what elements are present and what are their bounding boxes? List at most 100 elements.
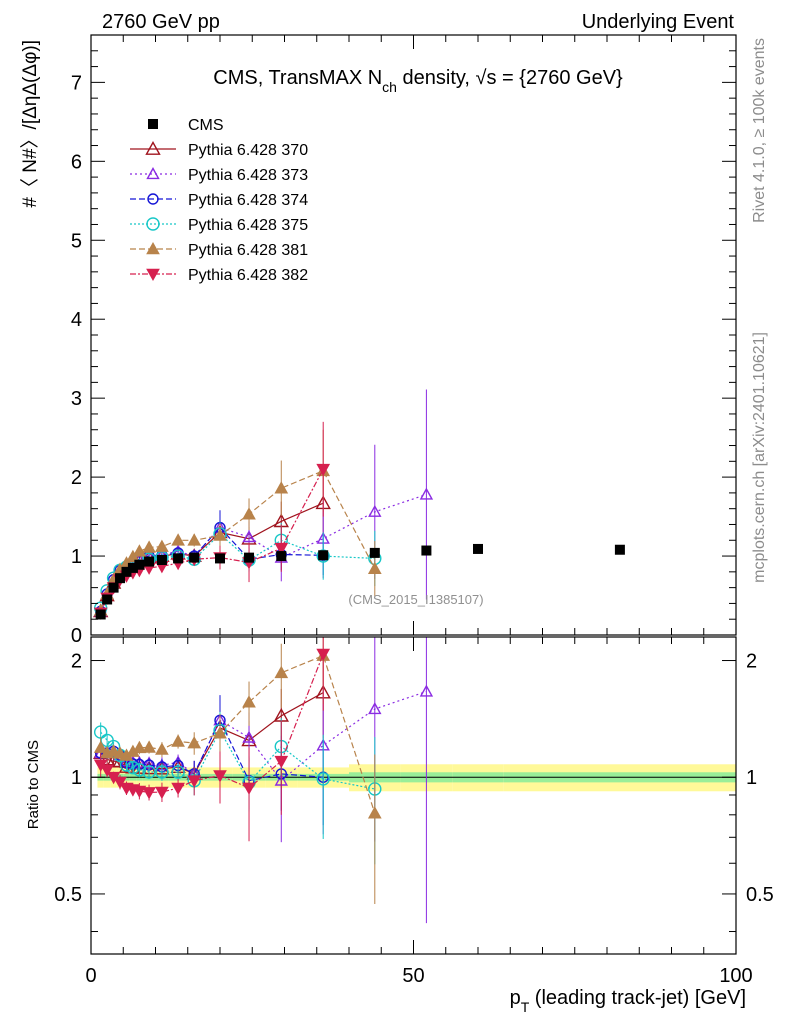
series-3-ratio-point (132, 763, 147, 777)
series-4-ratio-point (142, 740, 156, 753)
series-3-ratio-point (316, 772, 330, 786)
cms-data-point (115, 573, 126, 584)
series-4-ratio-point (171, 734, 185, 747)
cms-data-point (156, 555, 167, 565)
series-3-ratio-point (155, 765, 169, 779)
cms-data-point (614, 544, 625, 555)
main-plot-area (93, 389, 625, 620)
cms-data-point (102, 594, 113, 605)
series-3-point (316, 549, 330, 563)
series-5-main (93, 421, 331, 620)
legend-marker (147, 193, 159, 205)
series-1-point (419, 487, 434, 500)
main-panel: 0 1 2 3 4 5 6 7 (71, 34, 737, 647)
legend: CMS Pythia 6.428 370 Pythia 6.428 373 Pythi… (130, 117, 308, 284)
cms-data-point (421, 545, 432, 556)
cms-data-point (121, 566, 132, 577)
series-5-ratio-point (171, 782, 185, 796)
legend-label: Pythia 6.428 374 (188, 192, 308, 209)
mcplots-reference-label: mcplots.cern.ch [arXiv:2401.10621] (751, 332, 768, 583)
legend-marker (146, 217, 160, 231)
ratio-y-axis-label: Ratio to CMS (25, 740, 42, 829)
series-5-ratio-point (274, 755, 289, 769)
cms-data-point (189, 552, 200, 563)
series-5-ratio-point (155, 786, 169, 800)
legend-marker (146, 268, 160, 282)
legend-entry-series-1: Pythia 6.428 373 (130, 167, 308, 184)
series-4-ratio-point (274, 665, 289, 679)
cms-data-point (244, 552, 255, 563)
legend-marker (145, 141, 161, 155)
ratio-panel: 0 50 100 0.5 0.5 1 1 2 2 (54, 636, 774, 987)
series-4-point (171, 533, 185, 546)
series-4-point (155, 539, 169, 552)
x-label-tail: (leading track-jet) [GeV] (529, 987, 746, 1009)
title-subscript: ch (382, 79, 397, 95)
series-1-ratio-point (419, 684, 434, 697)
series-1-ratio-point (242, 730, 256, 743)
legend-label: Pythia 6.428 381 (188, 242, 308, 259)
series-0-main (93, 471, 331, 618)
legend-label: Pythia 6.428 370 (188, 142, 308, 159)
series-5-ratio-point (242, 782, 256, 795)
legend-marker (146, 241, 160, 255)
legend-entry-cms: CMS (148, 117, 224, 134)
series-4-point (187, 533, 202, 546)
y-tick-label: 2 (71, 467, 82, 489)
rivet-version-label: Rivet 4.1.0, ≥ 100k events (751, 38, 768, 223)
cms-data-point (369, 547, 380, 558)
cms-data-point (108, 582, 119, 593)
series-4-point (274, 481, 289, 494)
legend-label: Pythia 6.428 382 (188, 267, 308, 284)
legend-label-cms: CMS (188, 117, 224, 134)
series-5-line (100, 468, 324, 614)
y-tick-label: 1 (71, 546, 82, 568)
y-tick-label: 4 (71, 309, 82, 331)
series-5-ratio-point (142, 787, 156, 800)
cms-data-points (95, 543, 625, 620)
analysis-tag: (CMS_2015_I1385107) (348, 592, 483, 607)
legend-entry-series-3: Pythia 6.428 375 (130, 217, 308, 234)
legend-label: Pythia 6.428 375 (188, 217, 308, 234)
legend-label: Pythia 6.428 373 (188, 167, 308, 184)
legend-entry-series-0: Pythia 6.428 370 (130, 141, 308, 159)
series-4-ratio-point (132, 740, 147, 754)
cms-data-point (318, 550, 329, 561)
series-4-point (242, 507, 256, 520)
main-title: CMS, TransMAX Nch density, √s = {2760 Ge… (213, 67, 623, 95)
y-axis-label: #〈 N#〉/[ΔηΔ(Δφ)] (19, 40, 41, 208)
series-5-point (274, 542, 289, 556)
ratio-y-tick-label-right: 0.5 (746, 884, 774, 906)
x-tick-label: 100 (719, 965, 752, 987)
x-tick-label: 50 (402, 965, 424, 987)
series-5-ratio-point (100, 764, 114, 777)
series-5-ratio-point (316, 648, 331, 662)
title-tail: density, √s = {2760 GeV} (397, 67, 623, 89)
legend-marker (146, 167, 160, 180)
series-5-ratio-point (187, 775, 202, 788)
series-4-point (132, 544, 147, 557)
series-1-point (368, 504, 382, 517)
series-4-point (213, 528, 227, 541)
series-1-ratio-point (368, 702, 382, 715)
series-4-ratio-point (155, 742, 169, 755)
x-axis-label: pT (leading track-jet) [GeV] (510, 987, 746, 1015)
y-tick-label: 6 (71, 151, 82, 173)
cms-data-point (144, 556, 155, 567)
ratio-y-tick-label: 0.5 (54, 884, 82, 906)
ratio-plot-area (91, 637, 736, 924)
title-text: CMS, TransMAX N (213, 67, 382, 89)
series-4-ratio-point (187, 736, 202, 749)
series-3-ratio-point (171, 765, 185, 779)
series-3-ratio-point (142, 765, 156, 779)
legend-entry-series-5: Pythia 6.428 382 (130, 267, 308, 284)
x-label-subscript: T (521, 999, 530, 1015)
ratio-y-tick-label-right: 2 (746, 651, 757, 673)
header-right-label: Underlying Event (582, 11, 735, 33)
series-5-ratio-point (213, 770, 227, 783)
y-tick-label: 3 (71, 388, 82, 410)
y-tick-label: 0 (71, 625, 82, 647)
header-left-label: 2760 GeV pp (102, 11, 220, 33)
y-tick-label: 7 (71, 72, 82, 94)
